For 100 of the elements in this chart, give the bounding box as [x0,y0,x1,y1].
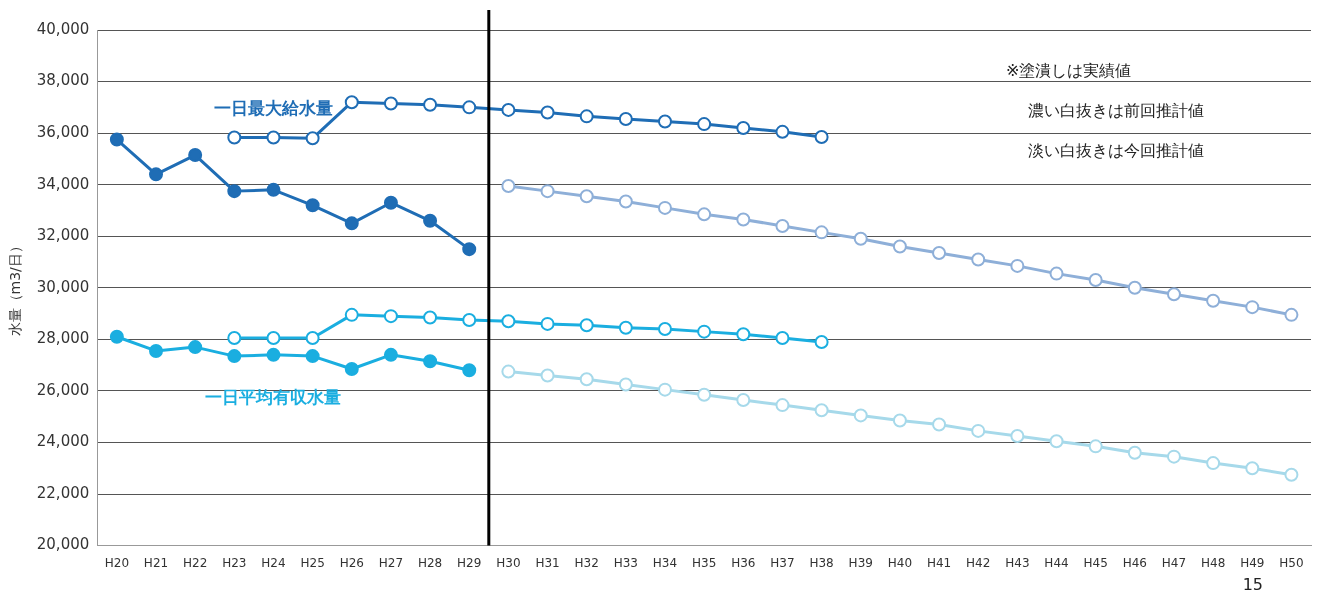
point [579,109,594,124]
x-tick-label: H41 [926,555,952,570]
annotation: 濃い白抜きは前回推計値 [1028,101,1204,121]
text: 15 [1242,574,1263,594]
point [697,387,712,402]
point [579,189,594,204]
x-tick-label: H46 [1122,555,1147,570]
point [501,178,516,193]
point [305,349,320,364]
point [1049,266,1064,281]
point [344,362,359,377]
point [814,129,829,144]
point [579,372,594,387]
point [736,392,751,407]
point [1010,258,1025,273]
point [344,95,359,110]
x-tick-label: H50 [1279,555,1304,570]
x-tick-label: H33 [613,555,638,570]
point [109,132,124,147]
y-axis-title: 水量（m3/日） [7,239,24,337]
y-tick-label: 38,000 [36,71,90,90]
point [540,184,555,199]
point [383,195,398,210]
point [462,242,477,257]
point [423,354,438,369]
point [1088,439,1103,454]
point [305,131,320,146]
point [227,130,242,145]
point [736,212,751,227]
point [266,347,281,362]
point [618,194,633,209]
point [657,200,672,215]
x-tick-label: H26 [339,555,364,570]
text: 一日最大給水量 [213,97,333,118]
x-tick-label: H25 [300,555,325,570]
point [775,331,790,346]
point [344,307,359,322]
x-tick-label: H47 [1161,555,1187,570]
x-tick-label: H42 [966,555,991,570]
point [1127,445,1142,460]
point [1245,461,1260,476]
point [383,309,398,324]
point [227,184,242,199]
y-tick-label: 22,000 [36,483,90,502]
x-tick-label: H28 [417,555,443,570]
point [736,120,751,135]
point [540,316,555,331]
point [932,417,947,432]
point [932,246,947,260]
y-tick-label: 40,000 [36,19,90,38]
x-tick-label: H23 [222,555,247,570]
x-tick-label: H44 [1044,555,1069,570]
point [814,225,829,240]
y-tick-label: 24,000 [36,432,90,451]
x-tick-label: H49 [1240,555,1265,570]
point [266,130,281,145]
x-tick-label: H35 [691,555,717,570]
point [1245,300,1260,315]
point [775,218,790,233]
point [266,182,281,197]
point [853,231,868,246]
point [657,382,672,397]
x-tick-label: H20 [104,555,130,570]
y-tick-label: 30,000 [36,277,90,296]
point [971,252,986,267]
x-tick-label: H29 [457,555,482,570]
point [344,216,359,231]
point [697,207,712,222]
point [814,403,829,418]
annotation: 淡い白抜きは今回推計値 [1028,141,1204,161]
x-tick-label: H22 [183,555,208,570]
point [188,148,203,163]
point [227,331,242,346]
point [1284,467,1299,482]
x-tick-label: H24 [261,555,286,570]
point [1284,307,1299,322]
point [462,363,477,378]
point [1049,434,1064,449]
point [501,364,516,379]
point [892,413,907,428]
point [736,327,751,342]
point [423,213,438,228]
point [775,124,790,139]
x-tick-label: H30 [496,555,521,570]
point [149,343,164,358]
point [540,368,555,383]
y-tick-label: 28,000 [36,329,90,348]
point [618,377,633,392]
x-tick-label: H34 [652,555,678,570]
point [697,324,712,339]
point [383,96,398,111]
point [775,398,790,413]
point [501,102,516,117]
point [540,105,555,120]
x-tick-label: H39 [848,555,873,570]
y-tick-label: 20,000 [36,535,90,554]
point [579,318,594,333]
x-tick-label: H45 [1083,555,1108,570]
point [657,114,672,129]
point [149,167,164,182]
